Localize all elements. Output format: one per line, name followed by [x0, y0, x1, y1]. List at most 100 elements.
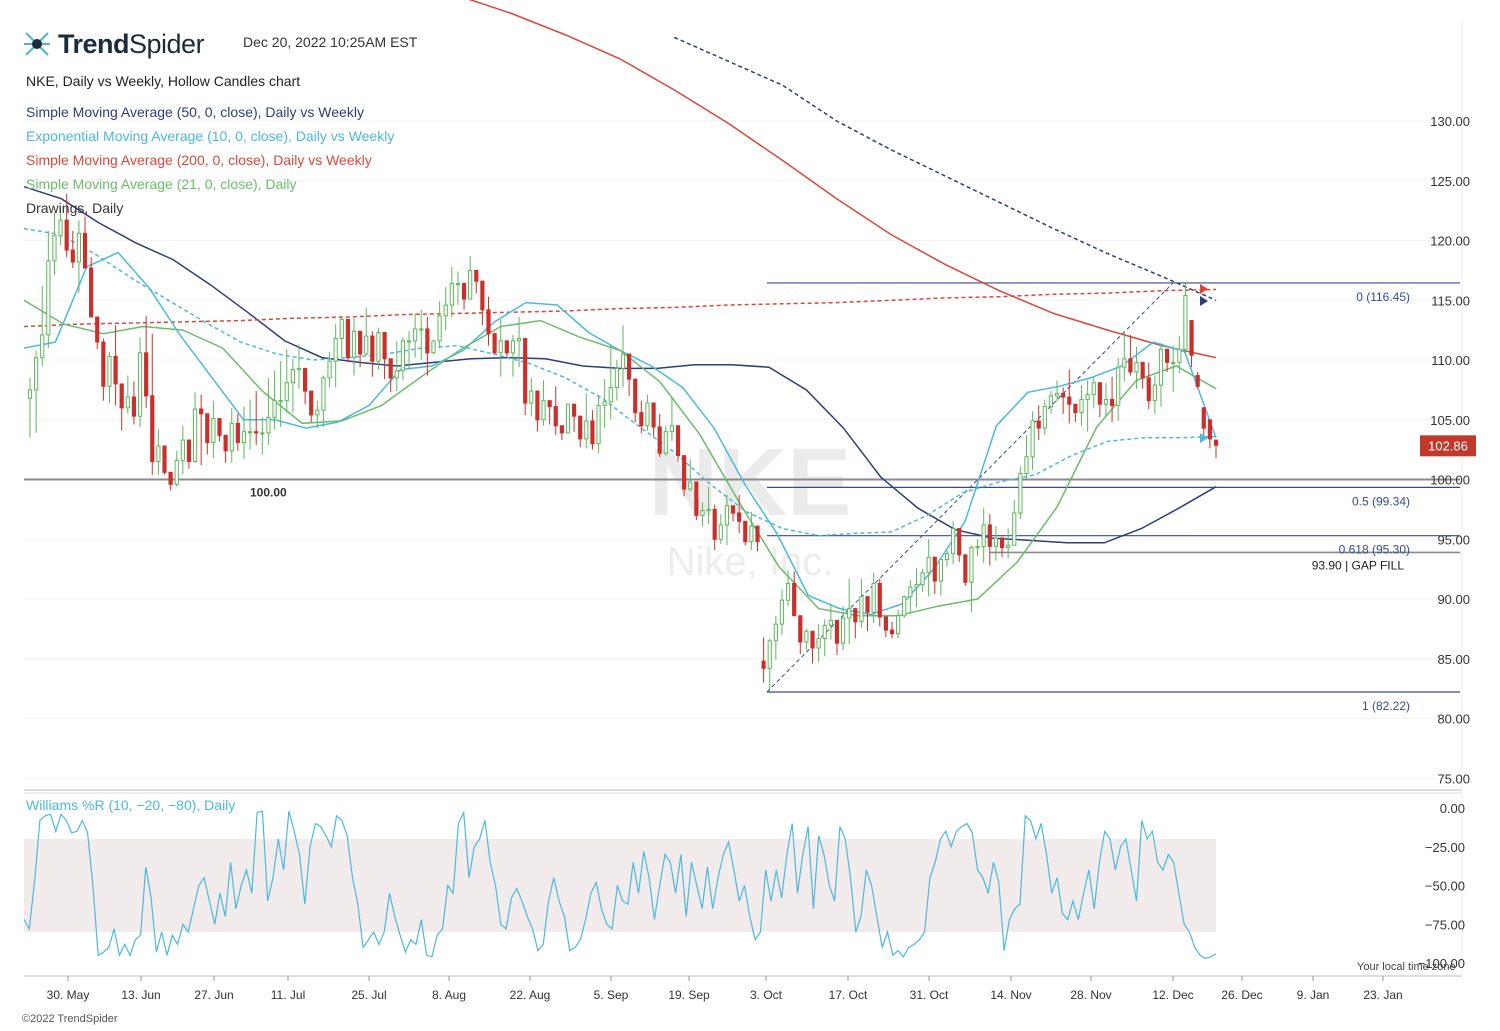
- candle-body[interactable]: [89, 267, 94, 318]
- candle-body[interactable]: [1091, 382, 1096, 396]
- candle-body[interactable]: [951, 527, 956, 555]
- candle-body[interactable]: [633, 378, 638, 414]
- candle-body[interactable]: [137, 352, 143, 417]
- candle-body[interactable]: [578, 415, 583, 440]
- candle-body[interactable]: [981, 524, 986, 547]
- candle-body[interactable]: [272, 400, 277, 418]
- candle-body[interactable]: [859, 596, 864, 623]
- candle-body[interactable]: [309, 390, 314, 416]
- candle-body[interactable]: [1177, 348, 1182, 363]
- candle-body[interactable]: [413, 328, 418, 342]
- legend-ema10[interactable]: Exponential Moving Average (10, 0, close…: [26, 128, 395, 144]
- candle-body[interactable]: [107, 355, 112, 387]
- candle-body[interactable]: [1048, 395, 1054, 408]
- candle-body[interactable]: [1207, 419, 1212, 440]
- candle-body[interactable]: [584, 420, 589, 440]
- williams-r-line[interactable]: [23, 810, 1217, 960]
- candle-body[interactable]: [101, 341, 106, 387]
- candle-body[interactable]: [987, 524, 992, 547]
- candle-body[interactable]: [645, 402, 650, 427]
- candle-body[interactable]: [1085, 394, 1090, 400]
- indicator-line[interactable]: [23, 185, 1217, 544]
- candle-body[interactable]: [847, 608, 852, 619]
- candle-body[interactable]: [669, 425, 675, 433]
- candle-body[interactable]: [1195, 375, 1200, 387]
- candle-body[interactable]: [156, 445, 161, 463]
- candle-body[interactable]: [1201, 407, 1206, 429]
- candle-body[interactable]: [1164, 348, 1170, 363]
- candle-body[interactable]: [737, 512, 742, 522]
- candle-body[interactable]: [1073, 403, 1078, 414]
- candle-body[interactable]: [284, 382, 289, 402]
- candle-body[interactable]: [889, 629, 895, 635]
- candle-body[interactable]: [376, 332, 381, 362]
- candle-body[interactable]: [773, 623, 778, 642]
- candle-body[interactable]: [798, 615, 803, 643]
- indicator-line[interactable]: [673, 36, 1217, 301]
- candle-body[interactable]: [217, 418, 222, 436]
- candle-body[interactable]: [565, 403, 571, 434]
- candle-body[interactable]: [1018, 473, 1023, 514]
- candle-body[interactable]: [1036, 420, 1041, 429]
- candle-body[interactable]: [712, 508, 717, 540]
- candle-body[interactable]: [70, 249, 75, 263]
- candle-body[interactable]: [1079, 398, 1084, 414]
- candle-body[interactable]: [767, 640, 772, 669]
- candle-body[interactable]: [914, 584, 919, 588]
- candle-body[interactable]: [627, 353, 632, 380]
- candle-body[interactable]: [828, 620, 833, 626]
- candle-body[interactable]: [437, 315, 442, 342]
- candle-body[interactable]: [82, 232, 88, 269]
- candle-body[interactable]: [779, 599, 785, 625]
- candle-body[interactable]: [1122, 358, 1127, 368]
- candle-body[interactable]: [241, 431, 247, 443]
- candle-body[interactable]: [144, 352, 149, 397]
- candle-body[interactable]: [1140, 361, 1145, 379]
- candle-body[interactable]: [1097, 382, 1102, 405]
- candle-body[interactable]: [1103, 398, 1109, 405]
- candle-body[interactable]: [963, 554, 968, 583]
- candle-body[interactable]: [455, 283, 461, 286]
- candle-body[interactable]: [150, 395, 155, 463]
- candle-body[interactable]: [260, 432, 265, 435]
- candle-body[interactable]: [510, 340, 516, 354]
- candle-body[interactable]: [535, 390, 540, 421]
- candle-body[interactable]: [706, 508, 711, 512]
- candle-body[interactable]: [64, 219, 69, 251]
- candle-body[interactable]: [908, 586, 913, 598]
- candle-body[interactable]: [113, 355, 118, 385]
- candle-body[interactable]: [920, 572, 925, 586]
- candle-body[interactable]: [663, 431, 668, 454]
- candle-body[interactable]: [180, 439, 185, 461]
- candle-body[interactable]: [932, 556, 937, 582]
- candle-body[interactable]: [620, 353, 626, 369]
- candle-body[interactable]: [1042, 406, 1047, 429]
- candle-body[interactable]: [761, 660, 766, 669]
- legend-sma50[interactable]: Simple Moving Average (50, 0, close), Da…: [26, 104, 364, 120]
- candle-body[interactable]: [364, 335, 369, 355]
- candle-body[interactable]: [1134, 361, 1139, 373]
- candle-body[interactable]: [425, 328, 430, 354]
- candle-body[interactable]: [235, 422, 240, 443]
- candle-body[interactable]: [785, 582, 791, 601]
- candle-body[interactable]: [718, 524, 723, 540]
- candle-body[interactable]: [504, 340, 509, 354]
- candle-body[interactable]: [553, 406, 558, 427]
- candle-body[interactable]: [449, 283, 454, 306]
- candle-body[interactable]: [1128, 358, 1133, 373]
- candle-body[interactable]: [1012, 512, 1017, 546]
- candle-body[interactable]: [131, 396, 137, 417]
- candle-body[interactable]: [1152, 384, 1157, 402]
- indicator-line[interactable]: [23, 299, 1217, 617]
- candle-body[interactable]: [902, 596, 907, 617]
- candle-body[interactable]: [516, 337, 522, 342]
- candle-body[interactable]: [223, 434, 228, 452]
- candle-body[interactable]: [266, 416, 271, 434]
- candle-body[interactable]: [303, 367, 308, 392]
- candle-body[interactable]: [431, 340, 436, 354]
- candle-body[interactable]: [211, 418, 216, 443]
- candle-body[interactable]: [1067, 396, 1072, 405]
- legend-sma21[interactable]: Simple Moving Average (21, 0, close), Da…: [26, 176, 297, 192]
- candle-body[interactable]: [993, 537, 999, 547]
- candle-body[interactable]: [1158, 348, 1164, 386]
